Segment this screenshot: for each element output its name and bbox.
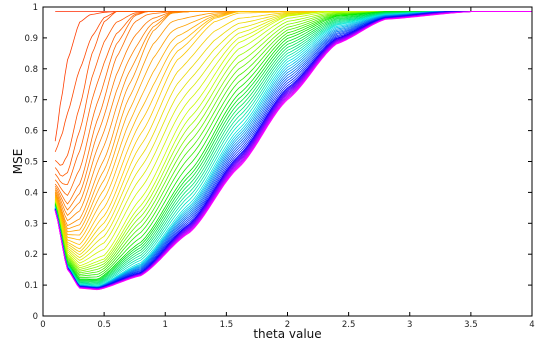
x-tick-label: 1: [163, 320, 168, 330]
series-line: [54, 11, 532, 291]
y-tick-label: 0.3: [24, 219, 38, 229]
series-line: [54, 11, 532, 281]
series-line: [54, 11, 532, 261]
x-tick-label: 3: [407, 320, 412, 330]
axis-ticks: 0 0.5 1 1.5 2 2.5 3 3.5 4 0 0.1 0.2 0.3 0.4 0.5 0.6 0.7 0…: [24, 3, 534, 330]
y-tick-label: 0.5: [24, 158, 38, 168]
y-tick-label: 0.6: [24, 127, 38, 137]
series-line: [54, 11, 532, 205]
y-tick-label: 0: [33, 312, 38, 322]
x-tick-label: 2.5: [342, 320, 356, 330]
y-axis-label: MSE: [11, 149, 25, 175]
series-line: [54, 11, 532, 285]
series-line: [54, 11, 532, 259]
series-line: [54, 11, 532, 256]
y-tick-label: 0.4: [24, 188, 38, 198]
x-tick-label: 4: [529, 320, 534, 330]
x-tick-label: 3.5: [464, 320, 478, 330]
series-line: [54, 11, 532, 267]
x-tick-label: 2: [285, 320, 290, 330]
series-line: [54, 11, 532, 230]
series-line: [54, 11, 532, 286]
series-line: [54, 11, 532, 227]
x-tick-label: 0.5: [97, 320, 111, 330]
x-tick-label: 0: [40, 320, 45, 330]
y-tick-label: 1: [33, 3, 38, 13]
series-line: [54, 11, 532, 282]
series-line: [54, 11, 532, 211]
x-axis-label: theta value: [253, 327, 321, 341]
y-tick-label: 0.8: [24, 65, 38, 75]
series-line: [54, 11, 532, 185]
series-line: [54, 11, 532, 153]
y-tick-label: 0.7: [24, 96, 38, 106]
y-tick-label: 0.2: [24, 250, 38, 260]
chart-series-group: [54, 11, 532, 291]
series-line: [54, 11, 532, 241]
y-tick-label: 0.1: [24, 281, 38, 291]
y-tick-label: 0.9: [24, 34, 38, 44]
x-tick-label: 1.5: [220, 320, 234, 330]
